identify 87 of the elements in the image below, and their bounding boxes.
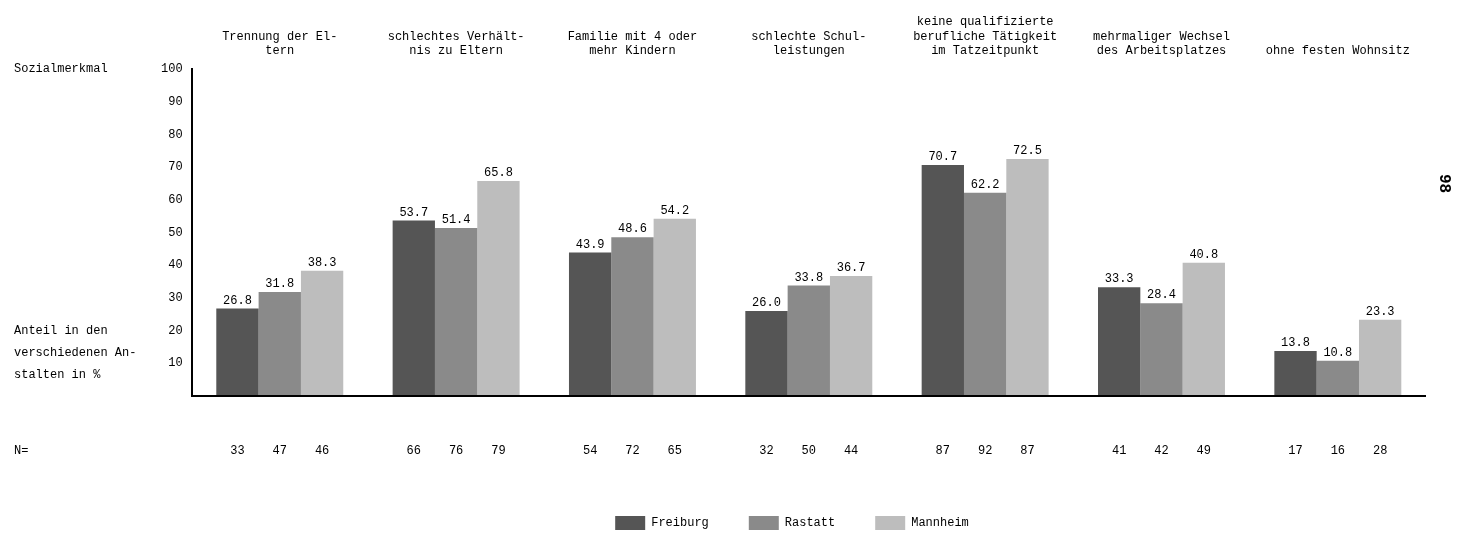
bar xyxy=(1182,262,1225,396)
text: 28 xyxy=(1372,444,1388,459)
data-label: 28.4 xyxy=(1147,288,1176,303)
bar xyxy=(477,180,520,396)
data-label: 33.8 xyxy=(794,270,824,285)
data-label: 62.2 xyxy=(970,177,1000,192)
bar xyxy=(611,237,654,396)
bar xyxy=(258,292,301,396)
bar xyxy=(1274,350,1317,396)
text: 65 xyxy=(667,444,682,459)
data-label: 43.9 xyxy=(575,237,605,252)
text: 87 xyxy=(935,444,951,459)
text: 17 xyxy=(1288,444,1303,459)
text: 16 xyxy=(1330,444,1346,459)
text: 32 xyxy=(759,444,774,459)
text: N= xyxy=(14,444,29,459)
y-tick-label: 90 xyxy=(168,95,183,110)
data-label: 31.8 xyxy=(265,277,295,292)
text: 87 xyxy=(1020,444,1035,459)
data-label: 23.3 xyxy=(1365,305,1395,320)
x-tick-label: Trennung der El- tern xyxy=(222,29,338,59)
legend-label: Rastatt xyxy=(784,516,836,531)
x-tick-label: keine qualifizierte berufliche Tätigkeit im Tatzeitpunkt xyxy=(913,15,1058,59)
y-tick-label: 100 xyxy=(160,62,183,77)
y-tick-label: 80 xyxy=(168,127,183,142)
bar xyxy=(1358,319,1402,396)
data-label: 54.2 xyxy=(660,204,690,219)
bar xyxy=(921,164,964,396)
legend-label: Freiburg xyxy=(651,516,709,531)
data-label: 26.0 xyxy=(752,296,781,311)
data-label: 48.6 xyxy=(618,222,647,237)
bar xyxy=(392,220,435,396)
y-tick-label: 10 xyxy=(168,356,183,371)
data-label: 40.8 xyxy=(1189,247,1219,262)
bar xyxy=(963,192,1007,396)
data-label: 33.3 xyxy=(1104,272,1134,287)
text: 79 xyxy=(491,444,506,459)
x-tick-label: ohne festen Wohnsitz xyxy=(1265,44,1410,59)
data-label: 36.7 xyxy=(836,261,866,276)
bar xyxy=(653,218,696,396)
x-tick-label: schlechte Schul- leistungen xyxy=(751,29,867,59)
y-tick-label: 30 xyxy=(168,291,183,306)
data-label: 70.7 xyxy=(928,150,958,165)
x-tick-label: Familie mit 4 oder mehr Kindern xyxy=(567,29,698,59)
text: 54 xyxy=(582,444,598,459)
data-label: 13.8 xyxy=(1281,336,1310,351)
data-label: 38.3 xyxy=(307,256,337,271)
data-label: 65.8 xyxy=(484,166,513,181)
data-label: 10.8 xyxy=(1323,345,1353,360)
data-label: 72.5 xyxy=(1013,144,1042,159)
text: 42 xyxy=(1154,444,1169,459)
bar xyxy=(568,252,612,396)
y-tick-label: 20 xyxy=(168,323,183,338)
bar xyxy=(1098,287,1141,396)
text: 49 xyxy=(1196,444,1212,459)
bar xyxy=(216,308,259,396)
data-label: 53.7 xyxy=(399,205,429,220)
text: 47 xyxy=(272,444,287,459)
text: 66 xyxy=(406,444,421,459)
bar xyxy=(1316,360,1359,396)
text: 41 xyxy=(1111,444,1127,459)
y-tick-label: 50 xyxy=(168,225,183,240)
bar xyxy=(1006,159,1049,396)
y-axis-title: Anteil in den verschiedenen An- stalten in % xyxy=(14,323,137,382)
text: 33 xyxy=(230,444,245,459)
text: 72 xyxy=(625,444,640,459)
bar xyxy=(434,228,478,396)
legend-label: Mannheim xyxy=(911,516,969,531)
text: 44 xyxy=(843,444,859,459)
bar xyxy=(1140,303,1183,396)
text: 92 xyxy=(977,444,993,459)
y-tick-label: 40 xyxy=(168,258,183,273)
text: 98 xyxy=(1434,173,1453,194)
x-tick-label: mehrmaliger Wechsel des Arbeitsplatzes xyxy=(1093,29,1230,59)
data-label: 51.4 xyxy=(441,213,471,228)
x-axis-title: Sozialmerkmal xyxy=(14,62,108,77)
bar xyxy=(787,285,830,396)
x-tick-label: schlechtes Verhält- nis zu Eltern xyxy=(387,29,525,59)
y-tick-label: 70 xyxy=(168,160,183,175)
text: 50 xyxy=(801,444,816,459)
data-label: 26.8 xyxy=(223,293,252,308)
bar xyxy=(745,311,788,396)
text: 76 xyxy=(448,444,464,459)
y-tick-label: 60 xyxy=(168,193,183,208)
bar xyxy=(829,276,873,396)
bar xyxy=(300,270,344,396)
text: 46 xyxy=(314,444,330,459)
